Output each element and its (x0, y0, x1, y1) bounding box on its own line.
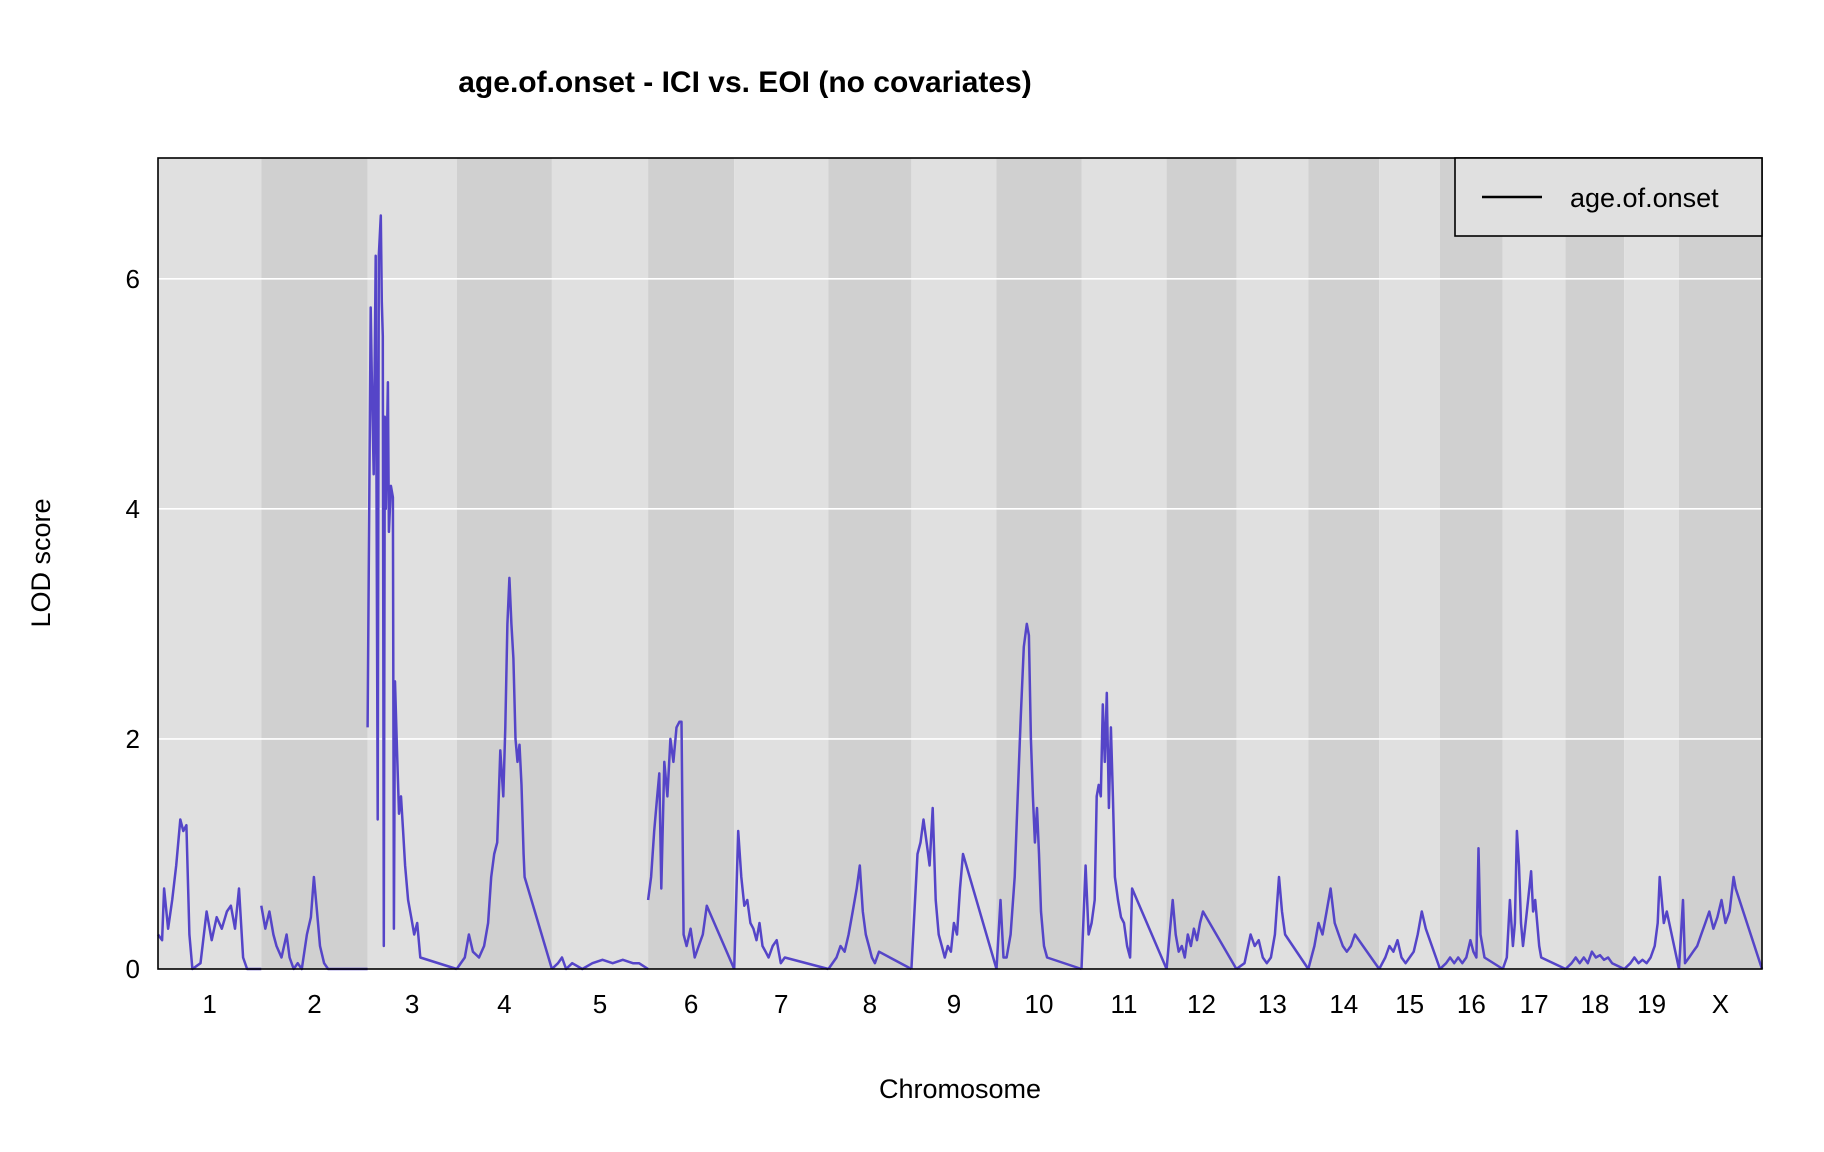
chromosome-band-1 (158, 158, 262, 969)
y-tick-label: 0 (126, 954, 140, 984)
lod-curve-chr-8 (827, 864, 912, 971)
x-tick-label-19: 19 (1637, 989, 1666, 1019)
lod-curve-chr-13 (1235, 875, 1310, 971)
lod-curve-chr-17 (1501, 829, 1567, 971)
x-tick-label-6: 6 (684, 989, 698, 1019)
chromosome-band-17 (1502, 158, 1566, 969)
lod-curve-chr-5 (551, 956, 649, 971)
x-tick-label-12: 12 (1187, 989, 1216, 1019)
lod-curves (156, 214, 1764, 971)
x-axis: 1 2 3 4 5 6 7 8 9 10 11 12 13 14 15 16 17 18 19 X (202, 989, 1729, 1019)
chromosome-band-4 (456, 158, 552, 969)
chromosome-band-5 (551, 158, 649, 969)
x-tick-label-X: X (1712, 989, 1729, 1019)
y-axis-label: LOD score (26, 498, 56, 627)
chromosome-band-18 (1565, 158, 1625, 969)
chromosome-band-12 (1166, 158, 1237, 969)
x-tick-label-7: 7 (774, 989, 788, 1019)
x-tick-label-13: 13 (1258, 989, 1287, 1019)
x-tick-label-2: 2 (307, 989, 321, 1019)
chromosome-band-11 (1081, 158, 1167, 969)
lod-curve-chr-18 (1564, 950, 1625, 971)
chromosome-band-7 (734, 158, 829, 969)
x-tick-label-15: 15 (1395, 989, 1424, 1019)
lod-curve-chr-16 (1439, 846, 1504, 971)
lod-curve-chr-14 (1307, 887, 1381, 970)
plot-frame (157, 157, 1763, 970)
chromosome-band-15 (1379, 158, 1440, 969)
x-axis-label: Chromosome (879, 1074, 1041, 1104)
y-tick-label: 2 (126, 724, 140, 754)
chromosome-band-8 (828, 158, 912, 969)
lod-curve-chr-7 (732, 829, 829, 971)
x-tick-label-14: 14 (1329, 989, 1358, 1019)
x-tick-label-4: 4 (497, 989, 511, 1019)
lod-curve-chr-15 (1378, 910, 1442, 970)
lod-curve-chr-6 (646, 720, 736, 970)
chromosome-band-16 (1439, 158, 1503, 969)
chromosome-band-13 (1236, 158, 1309, 969)
lod-curve-chr-10 (995, 622, 1082, 971)
lod-curve-chr-12 (1165, 898, 1238, 970)
chromosome-band-2 (261, 158, 368, 969)
x-tick-label-16: 16 (1457, 989, 1486, 1019)
x-tick-label-1: 1 (202, 989, 216, 1019)
lod-curve-chr-4 (455, 576, 554, 970)
y-tick-label: 6 (126, 264, 140, 294)
chromosome-band-14 (1308, 158, 1380, 969)
x-tick-label-18: 18 (1580, 989, 1609, 1019)
x-tick-label-5: 5 (593, 989, 607, 1019)
x-tick-label-8: 8 (863, 989, 877, 1019)
x-tick-label-3: 3 (405, 989, 419, 1019)
legend-label: age.of.onset (1570, 183, 1719, 213)
legend: age.of.onset (1454, 157, 1763, 237)
lod-curve-chr-2 (260, 875, 368, 971)
chromosome-band-9 (911, 158, 997, 969)
lod-curve-chr-19 (1623, 875, 1681, 970)
lod-curve-chr-3 (366, 214, 458, 971)
x-tick-label-17: 17 (1520, 989, 1549, 1019)
y-tick-label: 4 (126, 494, 140, 524)
lod-curve-chr-11 (1080, 691, 1168, 970)
lod-curve-chr-9 (910, 806, 998, 970)
lod-curve-chr-1 (156, 818, 262, 971)
x-tick-label-9: 9 (947, 989, 961, 1019)
gridlines (158, 277, 1762, 740)
x-tick-label-11: 11 (1111, 989, 1138, 1019)
chromosome-bands (158, 158, 1762, 969)
chart-title: age.of.onset - ICI vs. EOI (no covariate… (458, 66, 1031, 99)
x-tick-label-10: 10 (1025, 989, 1054, 1019)
chromosome-band-X (1678, 158, 1762, 969)
y-axis: 0 2 4 6 (126, 264, 140, 984)
chromosome-band-19 (1624, 158, 1679, 969)
lod-curve-chr-X (1677, 875, 1764, 970)
